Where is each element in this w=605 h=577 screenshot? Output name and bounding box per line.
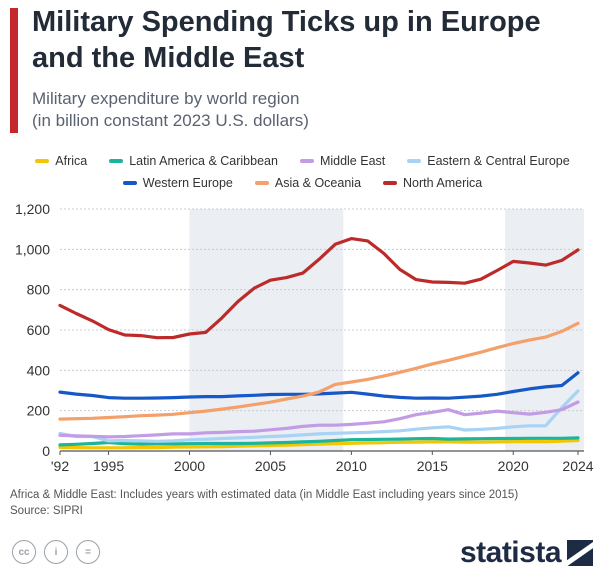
x-tick-label: 2024	[562, 458, 593, 474]
legend-swatch	[299, 159, 314, 163]
legend-swatch	[407, 159, 422, 163]
series-line-north-america	[58, 236, 580, 340]
y-tick-label: 400	[27, 362, 51, 378]
legend-row: Africa Latin America & Caribbean Middle Ea…	[0, 150, 605, 172]
legend-swatch	[254, 181, 269, 185]
legend-label: North America	[403, 176, 483, 190]
x-tick-label: '92	[51, 458, 69, 474]
legend-item-western-europe: Western Europe	[122, 172, 233, 194]
attribution-icon: i	[44, 540, 68, 564]
series-line-western-europe	[58, 371, 580, 400]
title-accent-bar	[10, 8, 18, 133]
series-line-middle-east	[58, 400, 580, 439]
y-tick-label: 600	[27, 322, 51, 338]
x-tick-label: 2010	[336, 458, 367, 474]
legend-item-latin-america-caribbean: Latin America & Caribbean	[109, 150, 278, 172]
series-line-eastern-central-europe	[58, 389, 580, 443]
statista-brand[interactable]: statista	[460, 536, 593, 570]
statista-logo-icon	[567, 540, 593, 566]
legend-swatch	[35, 159, 50, 163]
legend-swatch	[122, 181, 137, 185]
brand-name: statista	[459, 536, 562, 569]
legend-row: Western Europe Asia & Oceania North Americ…	[0, 172, 605, 194]
legend-label: Latin America & Caribbean	[129, 154, 278, 168]
x-tick-label: 2015	[417, 458, 448, 474]
footnote: Africa & Middle East: Includes years wit…	[10, 487, 600, 519]
no-derivatives-icon: =	[76, 540, 100, 564]
y-tick-label: 1,200	[15, 201, 50, 217]
legend-item-eastern-central-europe: Eastern & Central Europe	[407, 150, 570, 172]
cc-icon: cc	[12, 540, 36, 564]
subtitle-line-1: Military expenditure by world region	[32, 89, 300, 108]
x-tick-label: 2000	[174, 458, 205, 474]
legend-swatch	[383, 181, 398, 185]
legend-label: Eastern & Central Europe	[427, 154, 570, 168]
chart-legend: Africa Latin America & Caribbean Middle Ea…	[0, 150, 605, 194]
y-tick-label: 800	[27, 282, 51, 298]
chart-subtitle: Military expenditure by world region (in…	[32, 88, 597, 132]
legend-label: Asia & Oceania	[274, 176, 362, 190]
legend-item-africa: Africa	[35, 150, 87, 172]
line-chart: 0 200 400 600 800 1,000 1,200 '92 1995 2000 2005 20…	[15, 201, 594, 474]
y-tick-label: 1,000	[15, 241, 50, 257]
series-line-asia-oceania	[58, 321, 580, 421]
series-line-latin-america-caribbean	[58, 436, 580, 447]
legend-label: Middle East	[319, 154, 386, 168]
chart-title: Military Spending Ticks up in Europe and…	[32, 6, 541, 74]
legend-swatch	[109, 159, 124, 163]
y-tick-label: 0	[42, 443, 50, 459]
x-tick-label: 1995	[93, 458, 124, 474]
legend-label: Africa	[55, 154, 88, 168]
y-tick-label: 200	[27, 403, 51, 419]
footnote-line-1: Africa & Middle East: Includes years wit…	[10, 489, 519, 501]
legend-item-asia-oceania: Asia & Oceania	[254, 172, 362, 194]
legend-item-middle-east: Middle East	[299, 150, 386, 172]
series-line-africa	[58, 438, 580, 450]
legend-item-north-america: North America	[383, 172, 482, 194]
subtitle-line-2: (in billion constant 2023 U.S. dollars)	[32, 111, 309, 130]
x-tick-label: 2020	[498, 458, 529, 474]
legend-label: Western Europe	[142, 176, 233, 190]
x-tick-label: 2005	[255, 458, 286, 474]
footnote-source: Source: SIPRI	[10, 505, 83, 517]
license-icons: cc i =	[12, 540, 100, 564]
